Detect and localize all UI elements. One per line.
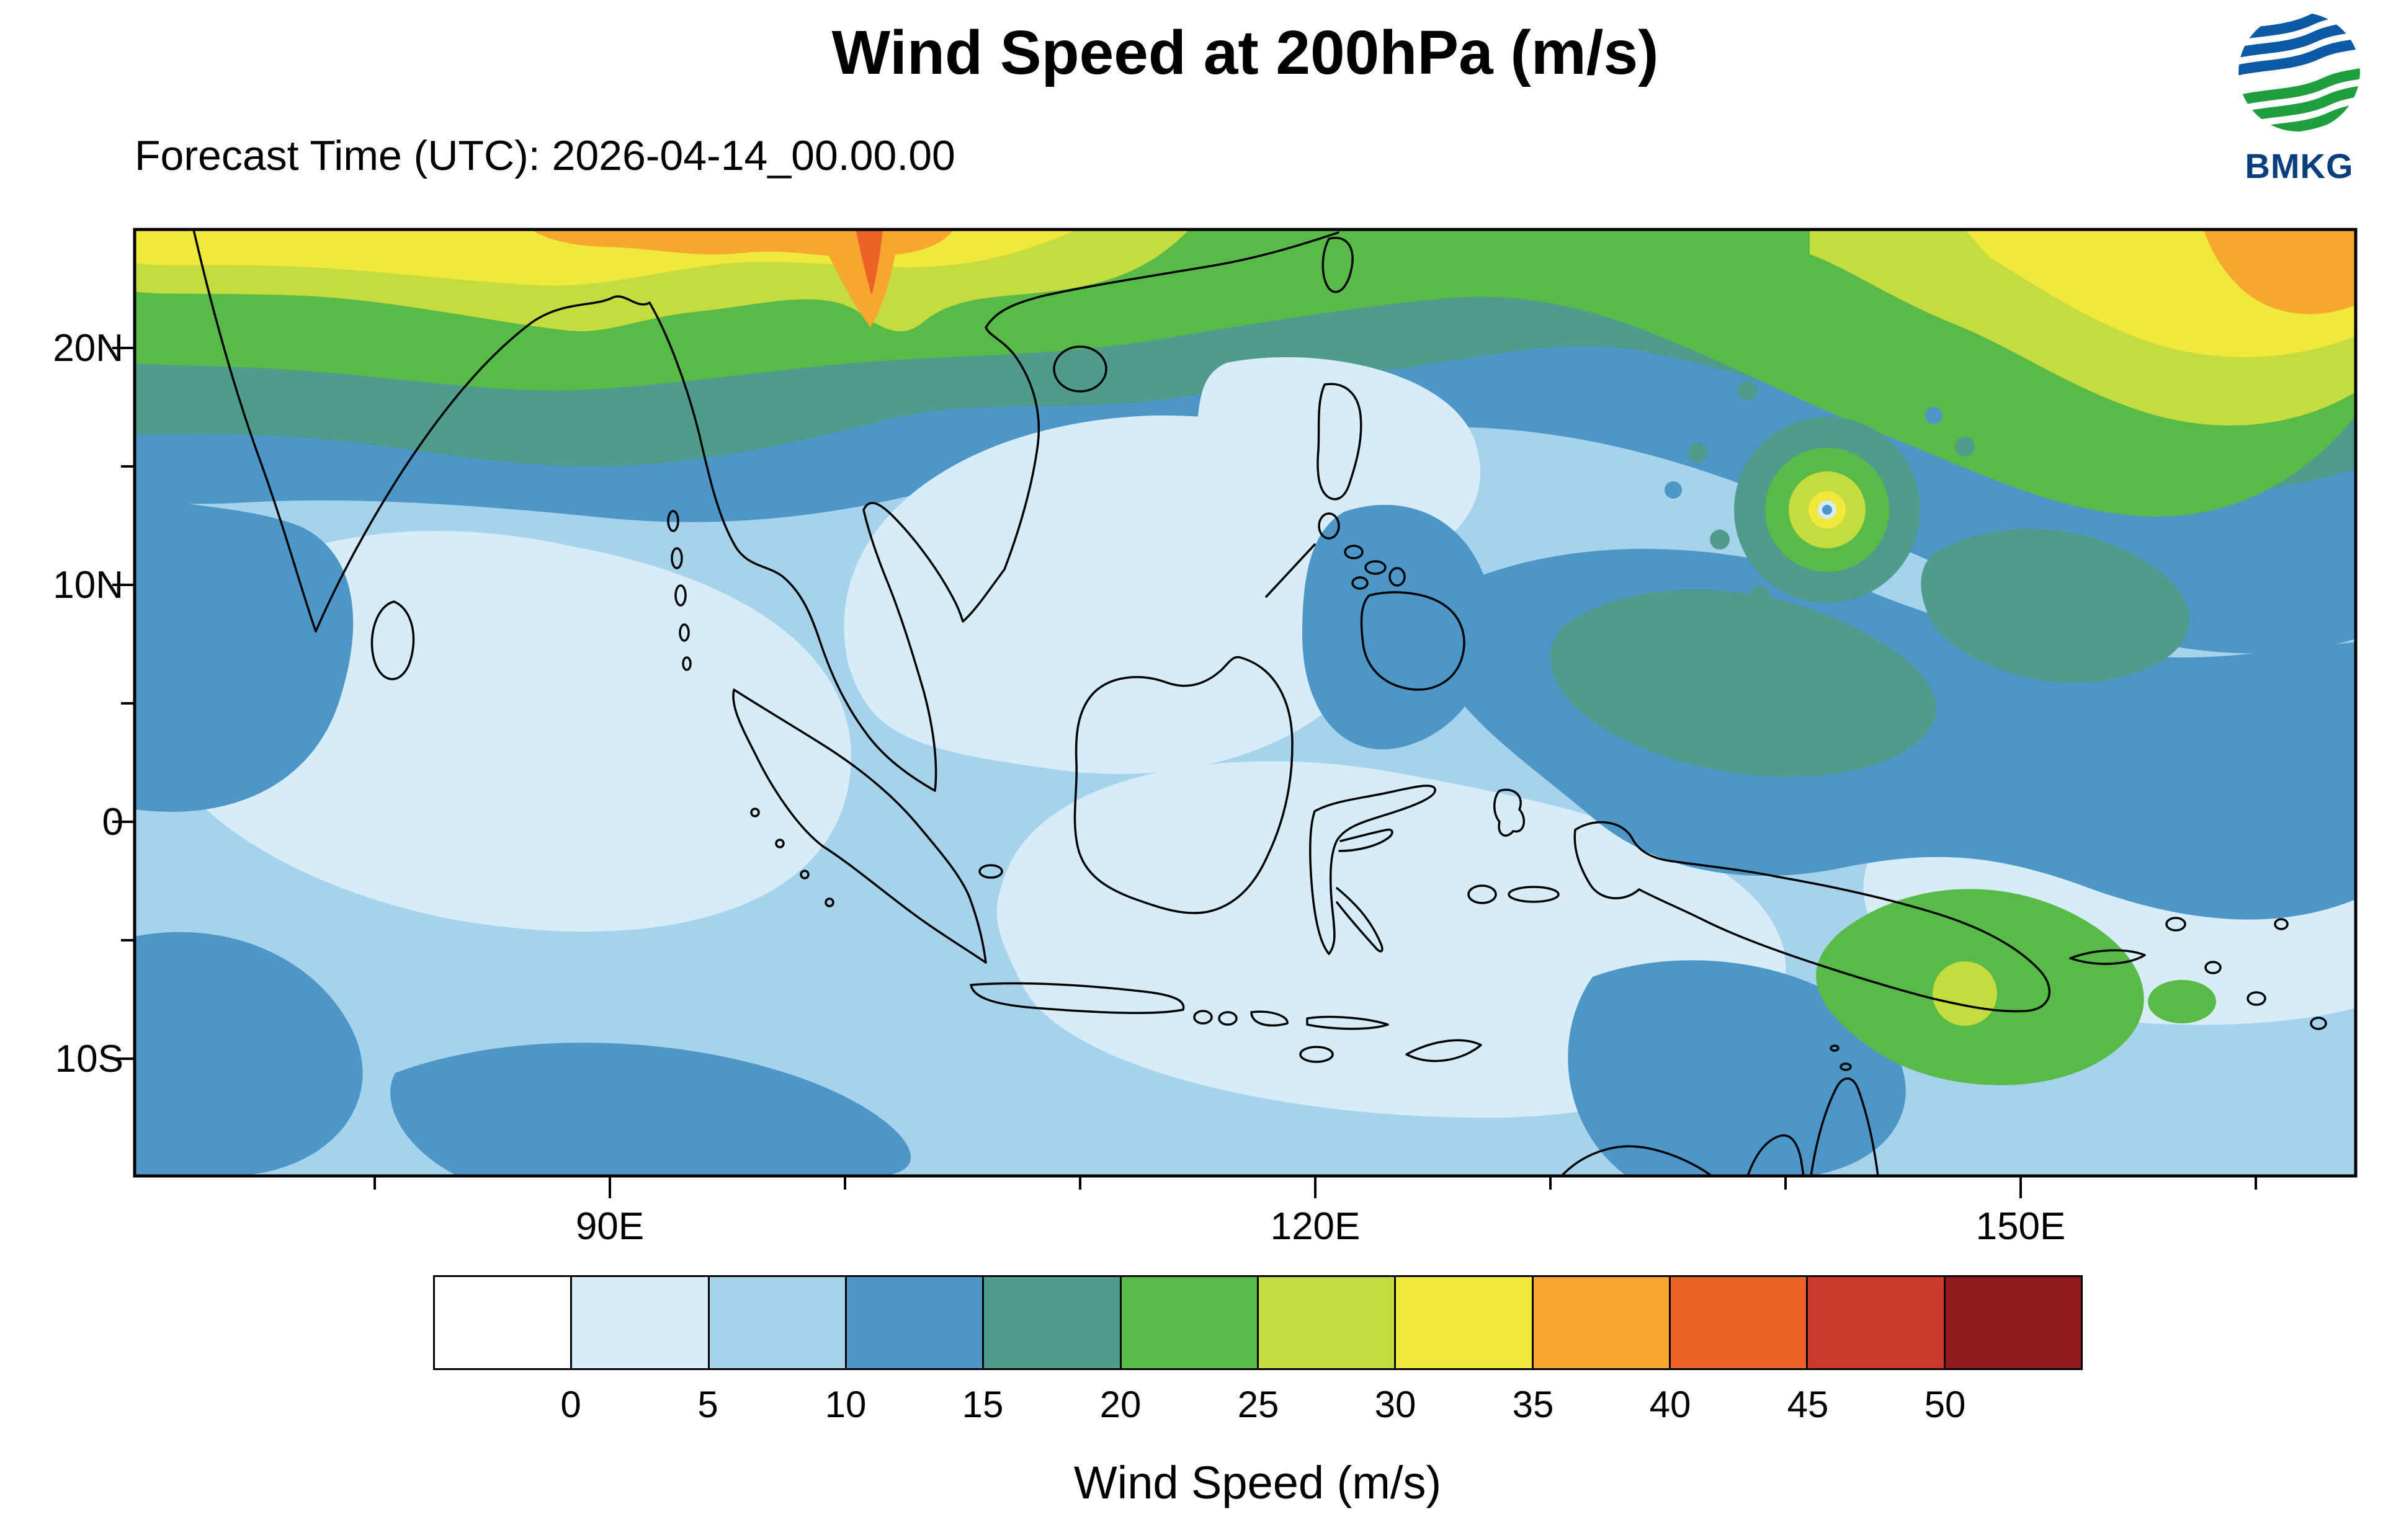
colorbar-cell [707,1275,847,1370]
colorbar-tick-label: 30 [1374,1384,1416,1425]
colorbar-tick-label: 15 [962,1384,1004,1425]
forecast-time-label: Forecast Time (UTC): 2026-04-14_00.00.00 [135,132,955,179]
colorbar-cell [1668,1275,1808,1370]
colorbar-tick-label: 35 [1512,1384,1554,1425]
colorbar-cell [844,1275,985,1370]
colorbar-tick-label: 0 [560,1384,581,1425]
colorbar-cell [1531,1275,1671,1370]
page-title: Wind Speed at 200hPa (m/s) [831,18,1659,87]
colorbar [433,1275,2083,1370]
colorbar-tick-label: 45 [1787,1384,1829,1425]
lon-tick-label-90e: 90E [575,1205,645,1248]
coastlines-layer [192,229,2327,1176]
map-canvas [112,228,2358,1198]
bmkg-logo: BMKG [2226,1,2372,186]
colorbar-cell [433,1275,573,1370]
lon-tick-label-120e: 120E [1270,1205,1361,1248]
bmkg-logo-text: BMKG [2245,146,2354,185]
wind-field-layer [135,229,2356,1176]
colorbar-tick-label: 50 [1924,1384,1966,1425]
colorbar-tick-label: 10 [825,1384,867,1425]
colorbar-cell [570,1275,710,1370]
lat-tick-label-0: 0 [102,801,123,843]
lat-tick-label-10s: 10S [55,1038,123,1080]
colorbar-tick-label: 40 [1649,1384,1691,1425]
colorbar-cell [1256,1275,1397,1370]
colorbar-tick-label: 25 [1237,1384,1279,1425]
map-frame-and-ticks [112,228,2358,1198]
wind-speed-map [112,228,2358,1198]
colorbar-title: Wind Speed (m/s) [1073,1457,1442,1508]
colorbar-tick-label: 20 [1099,1384,1142,1425]
bmkg-logo-icon [2227,1,2371,143]
lon-tick-label-150e: 150E [1975,1205,2066,1248]
colorbar-cell [1119,1275,1259,1370]
colorbar-cell [982,1275,1122,1370]
colorbar-tick-label: 5 [697,1384,718,1425]
colorbar-cell [1394,1275,1534,1370]
lat-tick-label-10n: 10N [53,564,123,607]
colorbar-cell [1806,1275,1946,1370]
lat-tick-label-20n: 20N [53,327,123,370]
colorbar-cell [1943,1275,2083,1370]
